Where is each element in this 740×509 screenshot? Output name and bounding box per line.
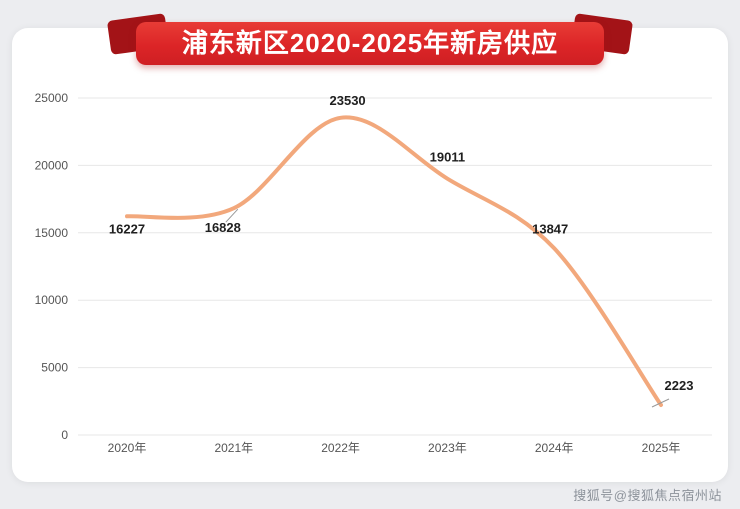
chart-title: 浦东新区2020-2025年新房供应 [136, 22, 604, 65]
title-ribbon: 浦东新区2020-2025年新房供应 [106, 13, 634, 65]
chart-card [12, 28, 728, 482]
watermark: 搜狐号@搜狐焦点宿州站 [573, 488, 722, 503]
